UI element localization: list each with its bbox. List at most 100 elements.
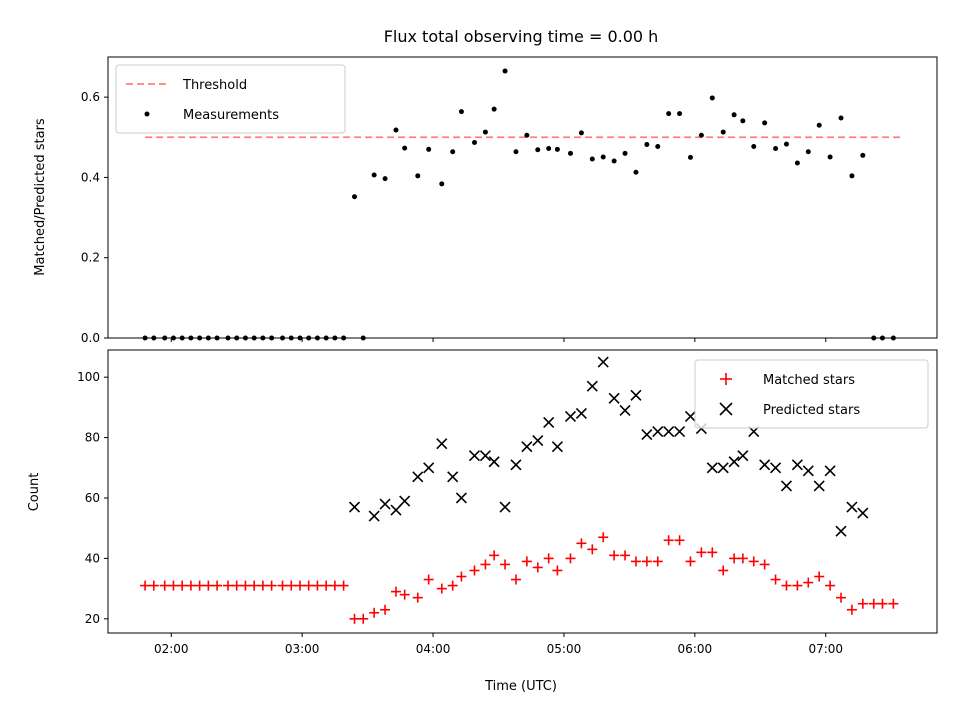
matched-star-point <box>707 547 718 558</box>
matched-star-point <box>888 598 899 609</box>
matched-star-point <box>390 586 401 597</box>
measurement-point <box>838 115 844 121</box>
predicted-star-point <box>586 380 598 392</box>
measurement-point <box>513 149 519 155</box>
matched-star-point <box>781 580 792 591</box>
measurement-point <box>288 335 294 341</box>
measurement-point <box>162 335 168 341</box>
matched-star-point <box>587 544 598 555</box>
chart-title: Flux total observing time = 0.00 h <box>384 27 659 46</box>
matched-star-point <box>277 580 288 591</box>
matched-star-point <box>620 550 631 561</box>
measurement-point <box>805 149 811 155</box>
measurement-point <box>280 335 286 341</box>
predicted-star-point <box>663 425 675 438</box>
matched-star-point <box>663 535 674 546</box>
predicted-star-point <box>684 410 697 423</box>
measurement-point <box>622 150 628 156</box>
measurement-point <box>633 169 639 175</box>
matched-star-point <box>148 580 159 591</box>
matched-star-point <box>868 598 879 609</box>
top-y-ticks: 0.0 0.2 0.4 0.6 <box>81 90 108 345</box>
predicted-star-point <box>551 441 563 453</box>
matched-star-point <box>329 580 340 591</box>
predicted-star-point <box>791 459 803 471</box>
measurement-point <box>341 335 347 341</box>
matched-star-point <box>489 550 500 561</box>
matched-star-point <box>249 580 260 591</box>
predicted-star-point <box>455 492 467 504</box>
matched-star-point <box>436 583 447 594</box>
predicted-star-point <box>652 425 664 438</box>
measurement-point <box>214 335 220 341</box>
measurement-point <box>251 335 257 341</box>
matched-star-point <box>168 580 179 591</box>
matched-star-point <box>718 565 729 576</box>
matched-star-point <box>194 580 205 591</box>
matched-star-point <box>877 598 888 609</box>
predicted-star-point <box>674 425 686 438</box>
matched-star-point <box>312 580 323 591</box>
measurement-point <box>890 335 896 341</box>
measurement-point <box>578 130 584 136</box>
matched-star-point <box>576 538 587 549</box>
measurement-point <box>644 142 650 148</box>
matched-star-point <box>532 562 543 573</box>
x-tick-label: 06:00 <box>678 642 713 656</box>
matched-star-point <box>399 589 410 600</box>
measurement-point <box>306 335 312 341</box>
x-tick-label: 05:00 <box>547 642 582 656</box>
matched-star-point <box>770 574 781 585</box>
x-tick-label: 03:00 <box>285 642 320 656</box>
predicted-star-point <box>728 456 740 468</box>
matched-star-point <box>212 580 223 591</box>
matched-points <box>140 532 899 624</box>
matched-star-point <box>240 580 251 591</box>
matched-star-point <box>846 604 857 615</box>
measurement-point <box>655 144 661 150</box>
matched-star-point <box>303 580 314 591</box>
legend-predicted-label: Predicted stars <box>763 403 860 418</box>
predicted-star-point <box>368 510 380 522</box>
bottom-y-tick-label: 100 <box>77 370 100 384</box>
matched-star-point <box>177 580 188 591</box>
measurement-point <box>142 335 148 341</box>
matched-star-point <box>803 577 814 588</box>
measurement-point <box>524 132 530 138</box>
measurement-point <box>567 150 573 156</box>
matched-star-point <box>294 580 305 591</box>
predicted-star-point <box>597 356 609 368</box>
bottom-legend-box <box>694 359 929 429</box>
matched-star-point <box>825 580 836 591</box>
legend-measurements-swatch <box>144 111 150 117</box>
top-plot-frame <box>107 56 938 339</box>
matched-star-point <box>521 556 532 567</box>
measurement-point <box>731 112 737 118</box>
measurement-point <box>720 129 726 135</box>
matched-star-point <box>266 580 277 591</box>
predicted-star-point <box>759 459 771 471</box>
matched-star-point <box>140 580 151 591</box>
measurement-point <box>666 111 672 117</box>
measurement-point <box>402 145 408 151</box>
legend-threshold-label: Threshold <box>182 78 247 93</box>
matched-star-point <box>792 580 803 591</box>
matched-star-point <box>349 613 360 624</box>
predicted-star-point <box>575 407 587 419</box>
top-panel: 0.0 0.2 0.4 0.6 Matched/Predicted stars Thr… <box>33 56 938 345</box>
measurement-point <box>458 109 464 115</box>
bottom-y-tick-label: 20 <box>85 612 100 626</box>
predicted-star-point <box>824 465 836 477</box>
top-y-tick-label: 0.6 <box>81 90 100 104</box>
matched-star-point <box>159 580 170 591</box>
measurement-point <box>794 160 800 166</box>
predicted-star-point <box>737 450 749 462</box>
measurement-point <box>698 132 704 138</box>
matched-star-point <box>423 574 434 585</box>
matched-star-point <box>598 532 609 543</box>
matched-star-point <box>630 556 641 567</box>
measurement-point <box>242 335 248 341</box>
predicted-star-point <box>399 495 411 507</box>
predicted-star-point <box>630 389 642 401</box>
